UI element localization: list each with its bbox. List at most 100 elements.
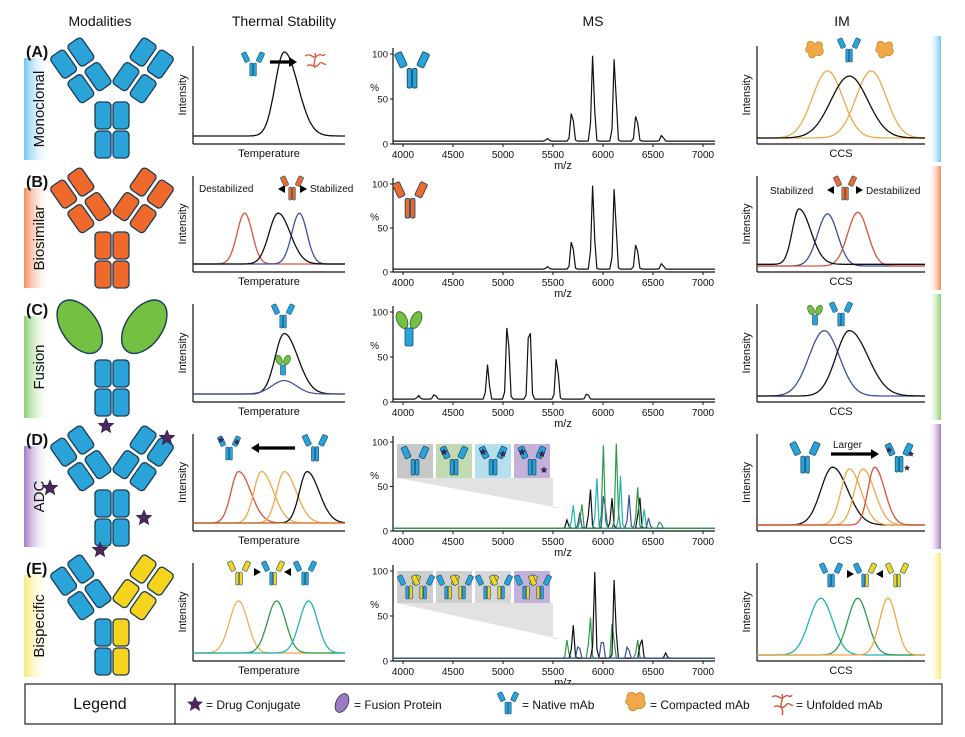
im-curve-native (757, 208, 925, 265)
unfolded-mab-icon (771, 693, 794, 716)
antibody-domain (129, 591, 157, 621)
mab-icon-arm (414, 181, 428, 199)
ms-ytick-label: 100 (372, 308, 388, 319)
bispecific-mab-icon (411, 574, 435, 600)
mab-icon-arm (853, 562, 862, 574)
compacted-mab-icon (625, 691, 646, 712)
antibody-domain (112, 359, 130, 388)
thermal-ylabel: Intensity (177, 203, 189, 244)
mab-icon-arm (242, 560, 251, 572)
mab-icon-arm (394, 51, 408, 69)
legend-title: Legend (73, 696, 126, 713)
drug-conjugate-star-icon (907, 450, 915, 457)
modality-band (24, 446, 50, 547)
bispecific-zoom-band (397, 603, 560, 639)
mab-icon-stem (483, 585, 488, 600)
mab-icon-stem (253, 62, 257, 77)
mab-icon-stem (894, 456, 900, 473)
antibody-domain (112, 62, 140, 92)
row-side-band (928, 553, 941, 679)
mab-icon-stem (845, 186, 849, 201)
mab-icon-stem (454, 459, 459, 476)
fusion-lobe (275, 354, 283, 366)
antibody-domain (67, 591, 95, 621)
im-ylabel: Intensity (741, 203, 753, 244)
antibody-arm (120, 299, 168, 355)
mab-icon-stem (283, 314, 287, 329)
native-mab-icon (241, 51, 265, 77)
mab-icon-arm (543, 574, 552, 586)
antibody-domain (84, 62, 112, 92)
modality-band (24, 188, 50, 288)
bispecific-mab-icon (450, 574, 474, 600)
mab-icon-stem (527, 459, 533, 476)
mab-icon-stem (409, 585, 413, 600)
legend-fusion-protein: = Fusion Protein (354, 698, 442, 712)
antibody-domain (146, 566, 174, 596)
im-curve-bispecific (757, 597, 925, 656)
native-mab-icon (271, 303, 295, 329)
adc-shift-arrow-head (251, 443, 259, 453)
mab-icon-stem (837, 312, 842, 327)
mab-icon-stem (845, 48, 850, 63)
native-mab-icon (302, 434, 328, 462)
mab-icon-stem (897, 573, 901, 588)
ms-ytick-label: 50 (377, 612, 388, 623)
ms-ytick-label: 100 (372, 50, 388, 61)
mab-icon-stem (865, 573, 869, 588)
modality-band (24, 58, 50, 160)
ms-ytick-label: 50 (377, 224, 388, 235)
mab-icon-stem (540, 585, 544, 600)
ms-xtick-label: 5500 (542, 537, 565, 548)
mab-icon-stem (404, 198, 411, 219)
fusion-mab-icon (395, 311, 423, 347)
mab-icon-arm (397, 574, 406, 586)
im-ylabel: Intensity (741, 462, 753, 503)
thermal-ylabel: Intensity (177, 591, 189, 632)
mab-icon-arm (426, 574, 435, 586)
mab-icon-stem (269, 571, 274, 586)
modality-label: Bispecific (31, 594, 48, 658)
mab-icon-stem (410, 198, 416, 219)
ms-ylabel: % (370, 212, 379, 223)
ms-xtick-label: 5000 (492, 150, 515, 161)
mab-icon-stem (805, 455, 810, 474)
drug-conjugate-star-icon (499, 450, 507, 457)
arrow-left-icon (284, 568, 291, 576)
ms-ytick-label: 50 (377, 353, 388, 364)
ms-ytick-label: 0 (383, 657, 388, 668)
row-fusion: Fusion (C) Intensity Temperature Intensity CC… (24, 294, 941, 430)
mab-icon-stem (487, 585, 491, 600)
mab-icon-arm (392, 181, 406, 199)
im-curve-dar-high (757, 466, 925, 526)
thermal-destabilized-label: Destabilized (199, 184, 253, 195)
bispecific-mab-icon (853, 562, 877, 588)
compacted-shape (875, 40, 894, 59)
ms-xtick-label: 5000 (492, 278, 515, 289)
ms-ytick-label: 0 (383, 527, 388, 538)
drug-conjugate-star-icon (479, 448, 487, 455)
mab-icon-stem (831, 573, 835, 588)
bispecific-mab-icon (261, 560, 285, 586)
unfolded-mab-icon (304, 52, 327, 69)
im-stabilized-label: Stabilized (770, 186, 813, 197)
ms-xtick-label: 5000 (492, 408, 515, 419)
antibody-domain (67, 204, 95, 234)
antibody-domain (67, 37, 95, 67)
mab-icon-stem (526, 585, 530, 600)
ms-xtick-label: 4000 (392, 408, 415, 419)
rows-layer: Monoclonal (A) Intensity Temperature Intensi… (24, 36, 941, 689)
ms-xtick-label: 6000 (592, 408, 615, 419)
ms-xtick-label: 4500 (442, 408, 465, 419)
im-curve-destabilized (757, 211, 925, 267)
mab-icon-stem (458, 585, 463, 600)
im-ylabel: Intensity (741, 74, 753, 115)
ms-xtick-label: 7000 (692, 150, 715, 161)
ms-xtick-label: 4000 (392, 150, 415, 161)
row-letter: (C) (26, 302, 48, 319)
ms-xtick-label: 7000 (692, 408, 715, 419)
antibody-domain (112, 489, 130, 518)
mab-icon-arm (271, 303, 280, 315)
mab-icon-arm (504, 574, 513, 586)
ms-ylabel: % (370, 471, 379, 482)
